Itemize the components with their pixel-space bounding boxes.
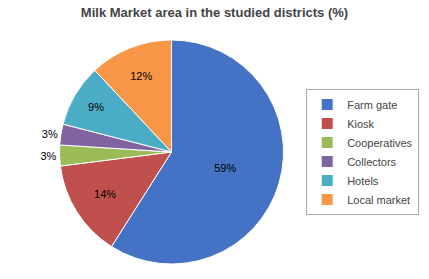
svg-text:Farm gate: Farm gate: [347, 99, 397, 111]
svg-text:Cooperatives: Cooperatives: [347, 137, 412, 149]
svg-text:Milk Market area in the studie: Milk Market area in the studied district…: [81, 5, 348, 20]
svg-text:3%: 3%: [40, 150, 56, 162]
svg-text:Local market: Local market: [347, 194, 410, 206]
svg-text:3%: 3%: [42, 128, 58, 140]
svg-text:12%: 12%: [130, 70, 152, 82]
svg-text:Collectors: Collectors: [347, 156, 396, 168]
svg-text:9%: 9%: [88, 101, 104, 113]
svg-text:Kiosk: Kiosk: [347, 118, 374, 130]
svg-text:59%: 59%: [214, 162, 236, 174]
svg-text:14%: 14%: [94, 188, 116, 200]
svg-text:Hotels: Hotels: [347, 175, 379, 187]
